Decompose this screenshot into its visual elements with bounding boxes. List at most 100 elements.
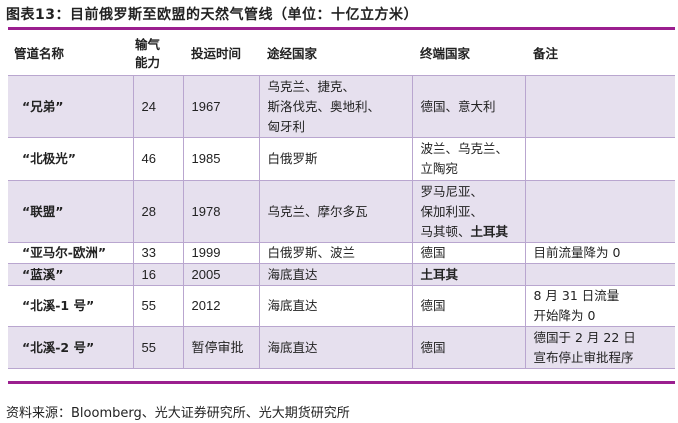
cell-terminal: 土耳其 [411,263,525,286]
cell-capacity: 46 [132,137,183,181]
note-line: 8 月 31 日流量 [533,288,620,303]
cell-note: 8 月 31 日流量 开始降为 0 [524,285,675,327]
note-line: 宣布停止审批程序 [533,349,634,365]
terminal-text: 德国 [420,339,446,355]
cell-name: “联盟” [8,180,133,243]
header-row: 管道名称 输气能力 投运时间 途经国家 终端国家 备注 [8,32,675,76]
pipeline-table: 管道名称 输气能力 投运时间 途经国家 终端国家 备注 “兄弟” 24 1967 乌克… [8,32,675,369]
cell-note [524,137,675,181]
terminal-text: 土耳其 [420,266,459,282]
pipeline-name: “联盟” [22,203,64,219]
figure-title: 图表13：目前俄罗斯至欧盟的天然气管线（单位：十亿立方米） [6,7,418,23]
cell-name: “北溪-1 号” [8,285,133,327]
pipeline-name: “北极光” [22,151,76,166]
cell-terminal: 德国 [411,242,525,264]
start-year: 1999 [191,245,221,260]
cell-start: 暂停审批 [182,326,259,369]
cell-transit: 乌克兰、摩尔多瓦 [258,180,412,243]
cell-capacity: 24 [132,75,183,138]
cell-transit: 白俄罗斯、波兰 [258,242,412,264]
cell-name: “兄弟” [8,75,133,138]
transit-line: 白俄罗斯、波兰 [267,245,356,260]
cell-start: 1985 [182,137,259,181]
terminal-text: 土耳其 [470,223,509,239]
terminal-text: 德国 [420,298,446,313]
cell-note: 德国于 2 月 22 日宣布停止审批程序 [524,326,675,369]
capacity-value: 55 [141,339,156,355]
cell-note [524,180,675,243]
table-row: “兄弟” 24 1967 乌克兰、捷克、 斯洛伐克、奥地利、 匈牙利 德国、意大利 [8,75,675,138]
pipeline-name: “北溪-1 号” [22,298,95,313]
cell-note [524,75,675,138]
header-name: 管道名称 [8,32,133,76]
start-year: 1978 [191,203,221,219]
header-capacity-text: 输气能力 [135,36,161,70]
start-year: 暂停审批 [191,339,244,355]
header-terminal: 终端国家 [412,32,525,76]
cell-transit: 海底直达 [258,326,412,369]
pipeline-name: “蓝溪” [22,266,64,282]
cell-terminal: 德国、意大利 [411,75,525,138]
table-row: “北溪-1 号” 55 2012 海底直达 德国 8 月 31 日流量 开始降为 0 [8,285,675,327]
capacity-value: 46 [141,151,156,166]
transit-line: 海底直达 [267,266,318,282]
cell-name: “北溪-2 号” [8,326,133,369]
cell-terminal: 德国 [411,285,525,327]
cell-note [524,263,675,286]
table-row: “北溪-2 号” 55 暂停审批 海底直达 德国 德国于 2 月 22 日宣布停止审批程序 [8,326,675,369]
transit-line: 乌克兰、摩尔多瓦 [267,203,368,219]
cell-transit: 海底直达 [258,285,412,327]
header-note: 备注 [525,32,675,76]
note-line: 目前流量降为 0 [533,245,621,260]
cell-name: “蓝溪” [8,263,133,286]
transit-line: 海底直达 [267,298,318,313]
cell-note: 目前流量降为 0 [524,242,675,264]
header-transit: 途经国家 [259,32,412,76]
pipeline-name: “北溪-2 号” [22,339,95,355]
cell-name: “亚马尔-欧洲” [8,242,133,264]
cell-start: 2012 [182,285,259,327]
cell-transit: 海底直达 [258,263,412,286]
cell-capacity: 16 [132,263,183,286]
terminal-text: 德国、意大利 [420,98,496,114]
table-row: “北极光” 46 1985 白俄罗斯 波兰、乌克兰、 立陶宛 [8,137,675,181]
cell-capacity: 33 [132,242,183,264]
cell-terminal: 罗马尼亚、 保加利亚、 马其顿、土耳其 [411,180,525,243]
cell-capacity: 28 [132,180,183,243]
cell-transit: 白俄罗斯 [258,137,412,181]
terminal-text: 罗马尼亚、 [420,183,484,199]
transit-line: 斯洛伐克、奥地利、 [267,98,381,114]
table-row: “蓝溪” 16 2005 海底直达 土耳其 [8,263,675,286]
transit-line: 海底直达 [267,339,318,355]
capacity-value: 55 [141,298,156,313]
transit-line: 乌克兰、捷克、 [267,78,356,94]
cell-capacity: 55 [132,285,183,327]
cell-capacity: 55 [132,326,183,369]
bottom-rule [8,381,675,384]
header-start: 投运时间 [183,32,259,76]
cell-start: 1999 [182,242,259,264]
pipeline-name: “亚马尔-欧洲” [22,245,107,260]
cell-terminal: 德国 [411,326,525,369]
start-year: 2005 [191,266,221,282]
start-year: 2012 [191,298,221,313]
transit-line: 匈牙利 [267,118,306,134]
cell-name: “北极光” [8,137,133,181]
capacity-value: 24 [141,98,156,114]
cell-transit: 乌克兰、捷克、斯洛伐克、奥地利、 匈牙利 [258,75,412,138]
source-note: 资料来源：Bloomberg、光大证券研究所、光大期货研究所 [6,406,350,421]
table-row: “亚马尔-欧洲” 33 1999 白俄罗斯、波兰 德国 目前流量降为 0 [8,242,675,264]
table-row: “联盟” 28 1978 乌克兰、摩尔多瓦 罗马尼亚、 保加利亚、 马其顿、土耳其 [8,180,675,243]
terminal-text: 波兰、乌克兰、 [420,141,509,156]
note-line: 开始降为 0 [533,308,596,323]
terminal-text: 立陶宛 [420,161,459,176]
capacity-value: 28 [141,203,156,219]
header-capacity: 输气能力 [133,32,183,76]
cell-terminal: 波兰、乌克兰、 立陶宛 [411,137,525,181]
terminal-text: 保加利亚、 [420,203,484,219]
top-rule [8,27,675,30]
cell-start: 2005 [182,263,259,286]
cell-start: 1967 [182,75,259,138]
capacity-value: 33 [141,245,156,260]
start-year: 1967 [191,98,221,114]
